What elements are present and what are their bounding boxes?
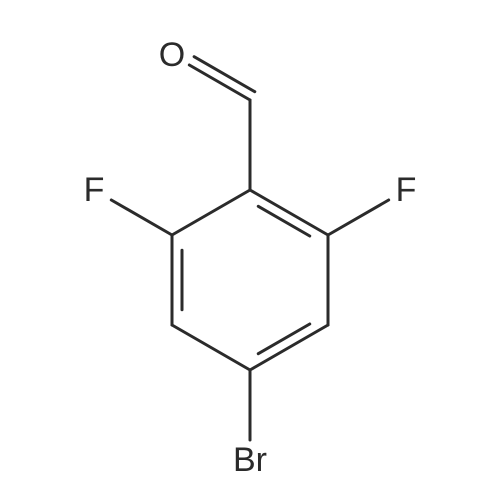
bond [172,325,250,370]
bond [328,200,389,235]
bond [111,200,172,235]
bond [172,190,250,235]
atom-label-f: F [396,171,417,209]
atom-label-br: Br [233,441,267,479]
bond [250,190,328,235]
bond [250,325,328,370]
atom-label-o: O [159,36,185,74]
molecule-diagram: O F F Br [0,0,500,500]
atom-label-f: F [84,171,105,209]
